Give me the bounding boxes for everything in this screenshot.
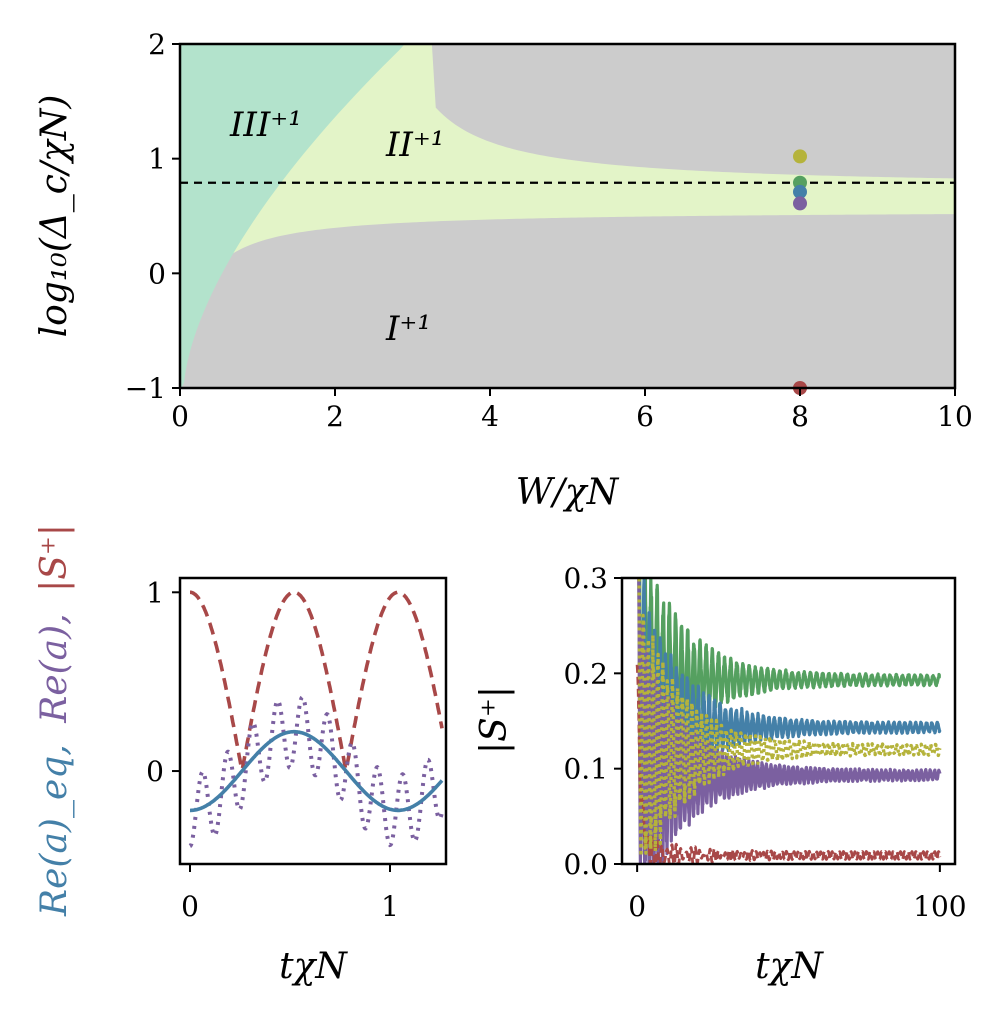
top-y-tick-label: 0 bbox=[148, 257, 166, 290]
long-time-series bbox=[635, 578, 942, 864]
bl-y-tick-label: 1 bbox=[146, 576, 164, 609]
series-re-a bbox=[188, 695, 444, 848]
marker-point-2 bbox=[793, 184, 807, 199]
bl-y-axis-label: Re(a)_eq, Re(a), |S⁺| bbox=[34, 524, 75, 917]
series-re-a-eq bbox=[190, 729, 444, 813]
top-frame bbox=[178, 42, 957, 390]
marker-point-0 bbox=[793, 149, 807, 164]
region-label-ii: II⁺¹ bbox=[385, 125, 444, 165]
region-iii bbox=[180, 44, 405, 388]
series-long-1 bbox=[637, 578, 942, 847]
ylabel-part-rea-eq: Re(a)_eq, bbox=[34, 744, 75, 917]
top-x-tick-label: 6 bbox=[636, 400, 654, 433]
br-y-tick-label: 0.1 bbox=[563, 753, 608, 786]
bl-x-tick-label: 0 bbox=[181, 890, 199, 923]
top-x-tick-label: 2 bbox=[326, 400, 344, 433]
br-ticks: 0 100 0.0 0.1 0.2 0.3 bbox=[563, 562, 966, 923]
short-time-series bbox=[188, 590, 444, 848]
bl-ticks: 0 1 0 1 bbox=[146, 576, 399, 923]
time-evolution-long-panel: 0 100 0.0 0.1 0.2 0.3 tχN |S⁺| bbox=[474, 562, 967, 987]
br-x-axis-label: tχN bbox=[755, 946, 824, 987]
region-label-iii: III⁺¹ bbox=[229, 105, 302, 145]
top-y-axis-label: log₁₀(Δ_c/χN) bbox=[34, 95, 75, 338]
br-y-tick-label: 0.3 bbox=[563, 562, 608, 595]
bl-x-tick-label: 1 bbox=[381, 890, 399, 923]
bl-x-axis-label: tχN bbox=[279, 946, 348, 987]
region-label-i: I⁺¹ bbox=[385, 309, 431, 349]
br-x-tick-label: 100 bbox=[913, 890, 966, 923]
series-long-2 bbox=[637, 578, 942, 858]
top-x-tick-label: 0 bbox=[171, 400, 189, 433]
br-x-tick-label: 0 bbox=[628, 890, 646, 923]
series-long-4 bbox=[635, 664, 942, 864]
top-y-tick-label: 1 bbox=[148, 143, 166, 176]
series-abs-s bbox=[190, 590, 444, 775]
time-evolution-short-panel: 0 1 0 1 tχN Re(a)_eq, Re(a), |S⁺| bbox=[34, 524, 448, 987]
br-frame bbox=[620, 576, 957, 866]
br-y-axis-label: |S⁺| bbox=[474, 686, 515, 754]
phase-regions bbox=[180, 44, 955, 388]
marker-point-3 bbox=[793, 196, 807, 211]
top-x-tick-label: 8 bbox=[791, 400, 809, 433]
br-y-tick-label: 0.2 bbox=[563, 657, 608, 690]
marker-points bbox=[793, 149, 807, 395]
ylabel-part-s: |S⁺| bbox=[34, 524, 75, 592]
top-y-tick-label: −1 bbox=[125, 372, 166, 405]
bl-frame bbox=[178, 576, 448, 866]
top-x-tick-label: 10 bbox=[937, 400, 973, 433]
ylabel-part-rea: Re(a), bbox=[34, 613, 75, 723]
top-y-tick-label: 2 bbox=[148, 28, 166, 61]
series-long-0 bbox=[637, 578, 942, 806]
top-x-tick-label: 4 bbox=[481, 400, 499, 433]
region-ii bbox=[180, 44, 955, 388]
br-y-tick-label: 0.0 bbox=[563, 848, 608, 881]
bl-y-tick-label: 0 bbox=[146, 755, 164, 788]
top-x-axis-label: W/χN bbox=[516, 472, 620, 513]
